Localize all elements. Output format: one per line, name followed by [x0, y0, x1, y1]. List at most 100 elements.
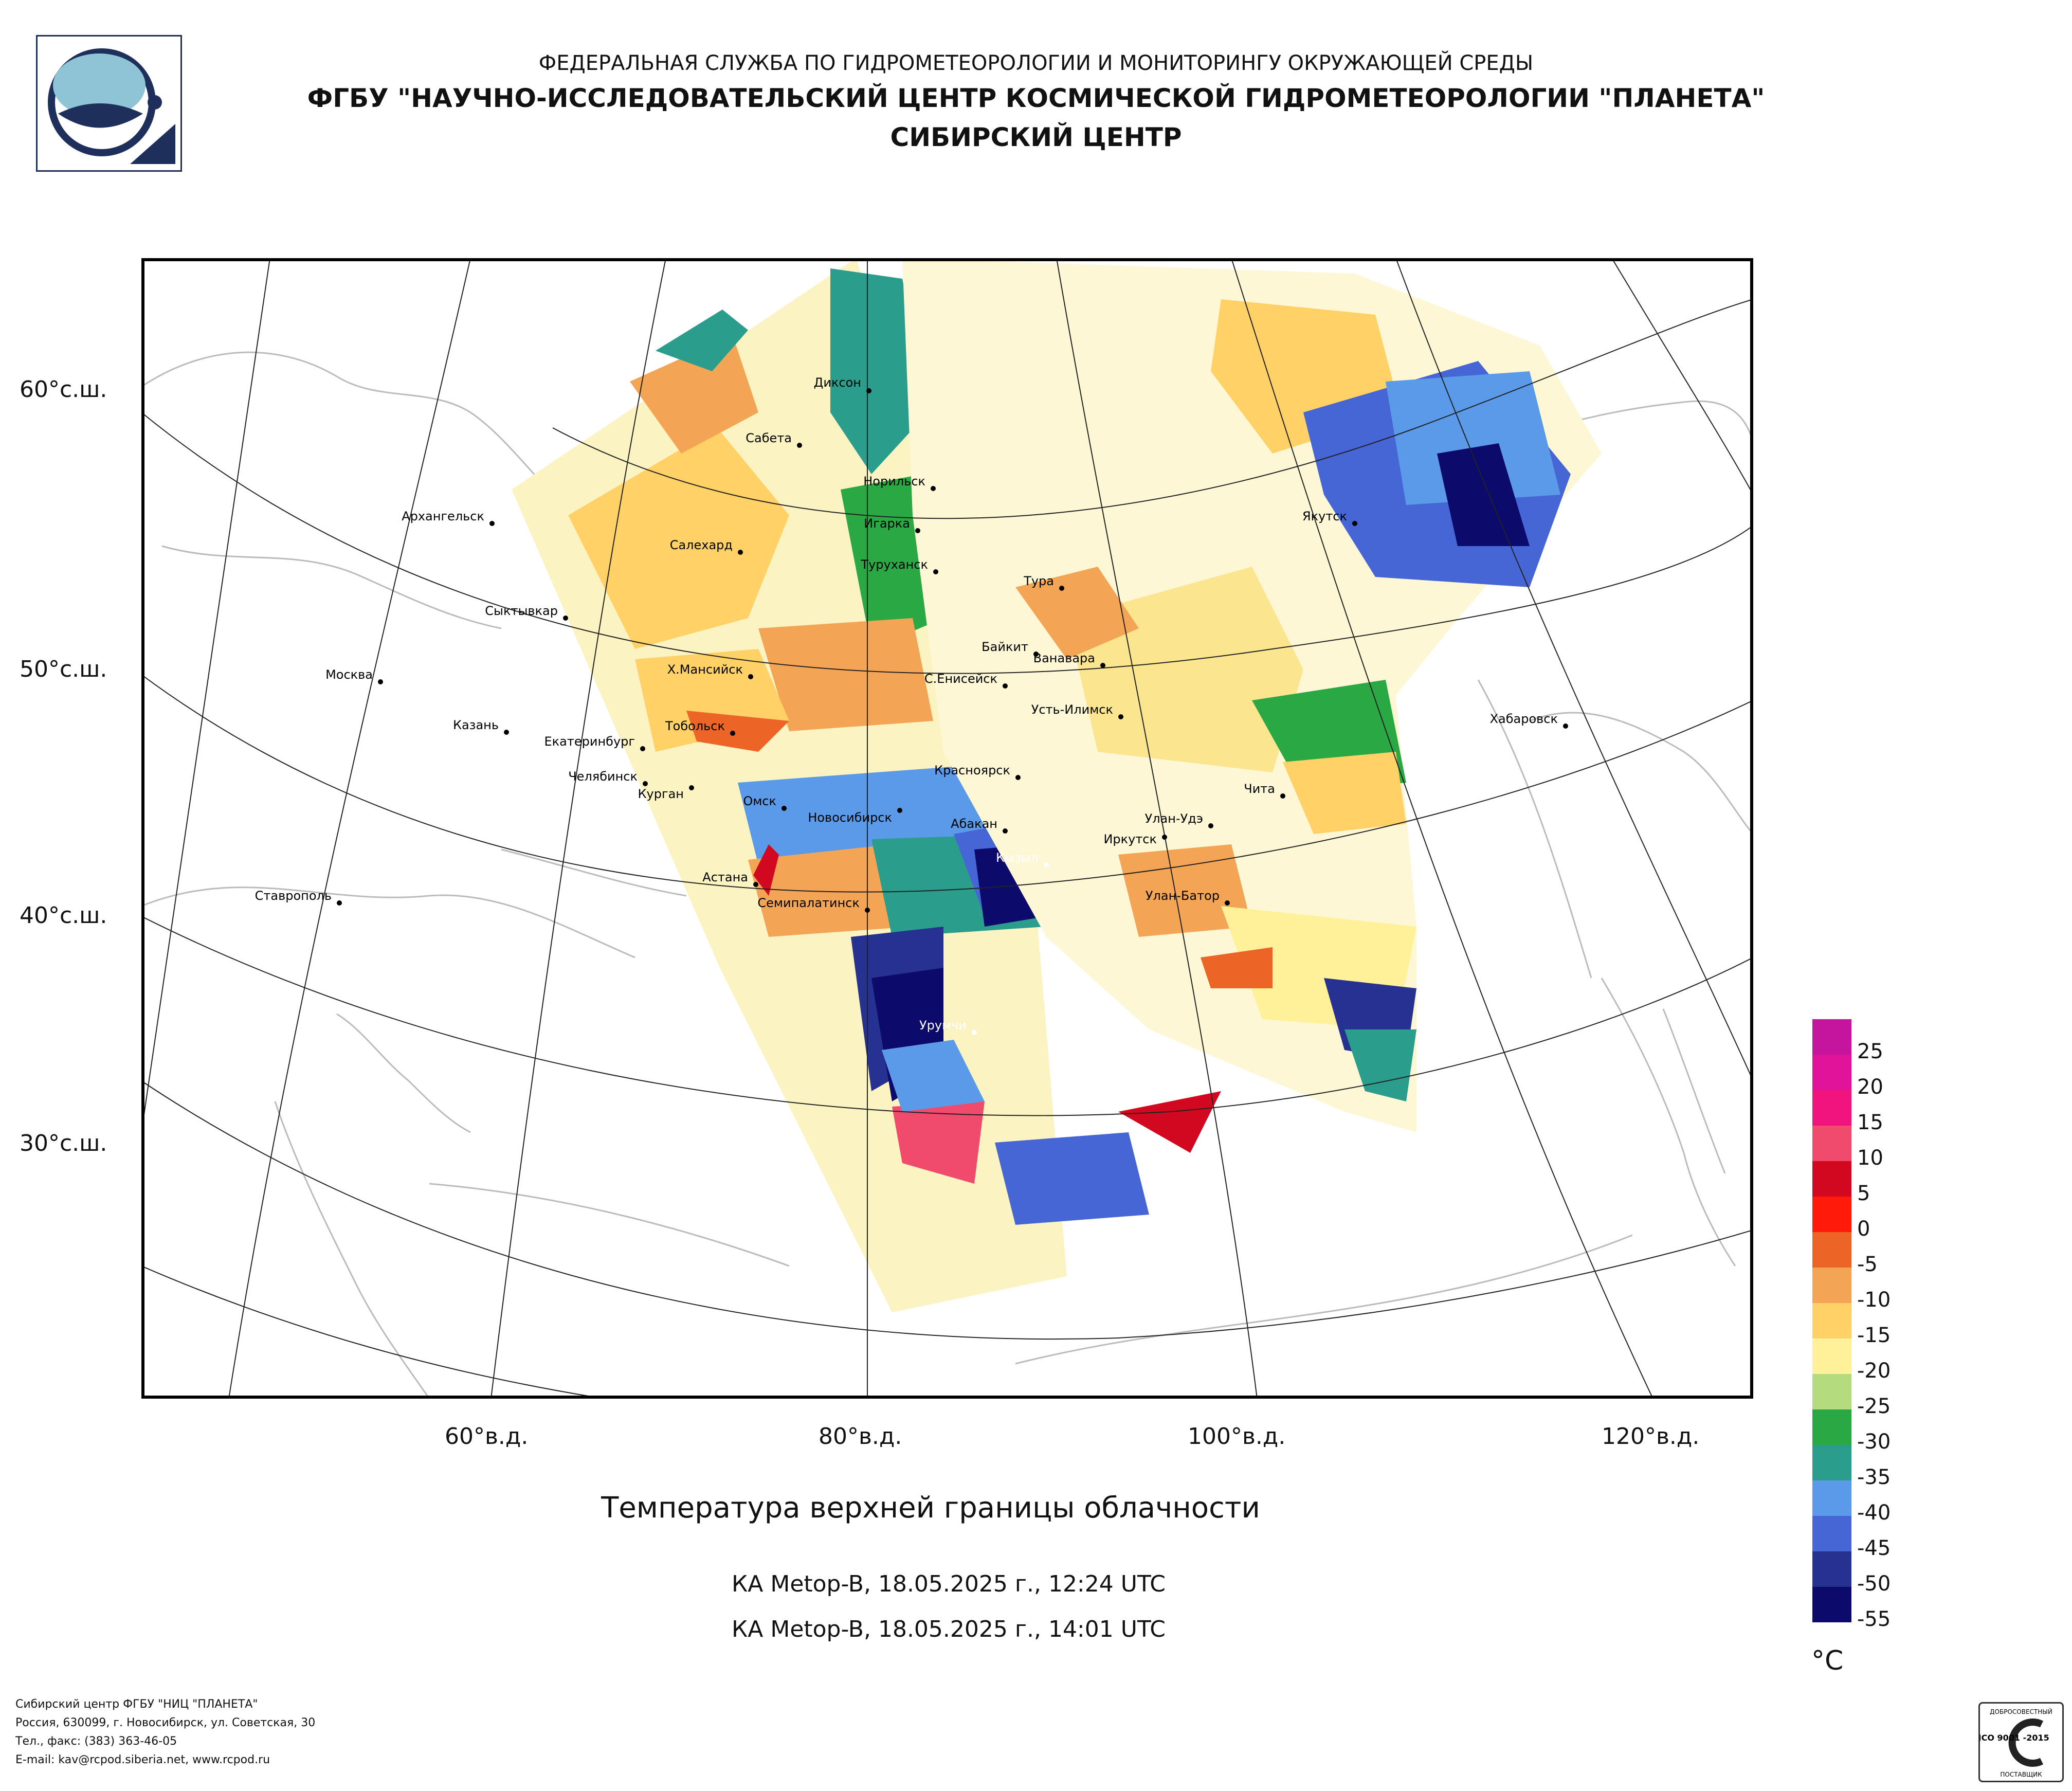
legend-swatch: [1812, 1161, 1851, 1197]
legend-swatch: [1812, 1303, 1851, 1338]
city-label: Омск: [743, 794, 776, 808]
city-label: Якутск: [1302, 509, 1347, 523]
city-marker: [1563, 723, 1568, 729]
legend-label: 15: [1857, 1111, 1883, 1134]
city-marker: [1003, 683, 1008, 689]
city-label: Чита: [1244, 782, 1275, 796]
satellite-swath-2: [902, 258, 1602, 1132]
header-division: СИБИРСКИЙ ЦЕНТР: [890, 122, 1182, 152]
city-label: Х.Мансийск: [667, 662, 743, 677]
legend-label: 20: [1857, 1075, 1883, 1099]
city-marker: [797, 443, 802, 448]
legend-swatch: [1812, 1374, 1851, 1409]
legend-swatch: [1812, 1019, 1851, 1055]
city-marker: [489, 521, 495, 526]
legend-swatch: [1812, 1409, 1851, 1445]
map-frame: [141, 258, 1753, 1399]
city-marker: [915, 528, 920, 533]
footer-line: Сибирский центр ФГБУ "НИЦ "ПЛАНЕТА": [15, 1698, 258, 1711]
city-label: Игарка: [864, 516, 910, 531]
city-marker: [1003, 828, 1008, 834]
cert-standard: ИСО 9001 -2015: [1980, 1733, 2049, 1743]
city-label: С.Енисейск: [924, 672, 997, 686]
city-label: Красноярск: [934, 763, 1010, 777]
city-label: Москва: [325, 667, 373, 682]
city-marker: [897, 808, 902, 813]
city-label: Диксон: [814, 375, 861, 390]
city-label: Байкит: [982, 640, 1028, 654]
legend-swatch: [1812, 1587, 1851, 1622]
header-institute: ФГБУ "НАУЧНО-ИССЛЕДОВАТЕЛЬСКИЙ ЦЕНТР КОС…: [307, 83, 1765, 113]
city-marker: [738, 550, 743, 555]
legend-label: -55: [1857, 1607, 1891, 1631]
city-label: Астана: [702, 870, 748, 884]
city-marker: [781, 806, 787, 811]
city-label: Улан-Батор: [1146, 889, 1220, 903]
legend-label: -5: [1857, 1253, 1878, 1276]
latitude-label: 40°с.ш.: [20, 902, 107, 929]
legend-label: 10: [1857, 1146, 1883, 1170]
city-label: Екатеринбург: [544, 734, 635, 749]
legend-swatch: [1812, 1126, 1851, 1161]
city-marker: [1015, 775, 1021, 780]
legend-swatch: [1812, 1516, 1851, 1551]
legend-swatch: [1812, 1445, 1851, 1480]
legend-label: -50: [1857, 1572, 1891, 1596]
latitude-label: 30°с.ш.: [20, 1130, 107, 1156]
city-label: Курган: [638, 787, 684, 801]
city-marker: [1100, 663, 1105, 668]
city-marker: [1280, 793, 1285, 799]
legend-swatch: [1812, 1480, 1851, 1516]
longitude-label: 80°в.д.: [819, 1423, 902, 1450]
footer-line: E-mail: kav@rcpod.siberia.net, www.rcpod…: [15, 1753, 270, 1766]
city-marker: [865, 908, 870, 913]
city-marker: [866, 388, 871, 393]
city-label: Архангельск: [402, 509, 484, 523]
planeta-logo: [36, 35, 182, 172]
city-label: Новосибирск: [808, 810, 892, 825]
city-label: Сабета: [746, 431, 792, 445]
city-label: Туруханск: [860, 557, 928, 572]
latitude-label: 50°с.ш.: [20, 656, 107, 682]
city-marker: [1352, 521, 1357, 526]
legend-swatch: [1812, 1338, 1851, 1374]
city-label: Салехард: [670, 538, 733, 552]
city-marker: [753, 882, 758, 887]
legend-swatch: [1812, 1551, 1851, 1587]
city-label: Тобольск: [665, 719, 725, 733]
legend-label: -25: [1857, 1395, 1891, 1418]
legend-label: -20: [1857, 1359, 1891, 1383]
city-marker: [1162, 835, 1167, 840]
legend-swatch: [1812, 1055, 1851, 1090]
city-marker: [337, 900, 342, 906]
header-organization: ФЕДЕРАЛЬНАЯ СЛУЖБА ПО ГИДРОМЕТЕОРОЛОГИИ …: [538, 51, 1534, 75]
city-marker: [933, 569, 938, 574]
legend-label: 25: [1857, 1040, 1883, 1063]
legend-label: -35: [1857, 1466, 1891, 1489]
city-marker: [1059, 586, 1064, 591]
iso-certificate-badge: ДОБРОСОВЕСТНЫЙ ИСО 9001 -2015 ПОСТАВЩИК: [1974, 1702, 2064, 1782]
city-label: Усть-Илимск: [1031, 702, 1113, 717]
city-label: Иркутск: [1103, 832, 1157, 846]
legend-label: -10: [1857, 1288, 1891, 1312]
city-marker: [931, 486, 936, 491]
temperature-legend: [1812, 1019, 1851, 1622]
city-marker: [504, 730, 509, 735]
legend-label: -40: [1857, 1501, 1891, 1525]
city-marker: [563, 616, 568, 621]
legend-swatch: [1812, 1268, 1851, 1303]
legend-label: 0: [1857, 1217, 1870, 1241]
city-marker: [1033, 652, 1039, 657]
map-title: Температура верхней границы облачности: [601, 1491, 1260, 1525]
city-label: Тура: [1023, 574, 1054, 588]
city-label: Хабаровск: [1490, 712, 1558, 726]
cert-bottom: ПОСТАВЩИК: [2000, 1771, 2042, 1778]
city-label: Семипалатинск: [757, 896, 860, 910]
city-marker: [689, 785, 694, 790]
longitude-label: 100°в.д.: [1188, 1423, 1286, 1450]
city-label: Казань: [453, 718, 499, 732]
latitude-label: 60°с.ш.: [20, 376, 107, 403]
city-marker: [1044, 862, 1049, 867]
city-label: Ванавара: [1033, 651, 1095, 665]
city-label: Улан-Удэ: [1145, 811, 1203, 826]
